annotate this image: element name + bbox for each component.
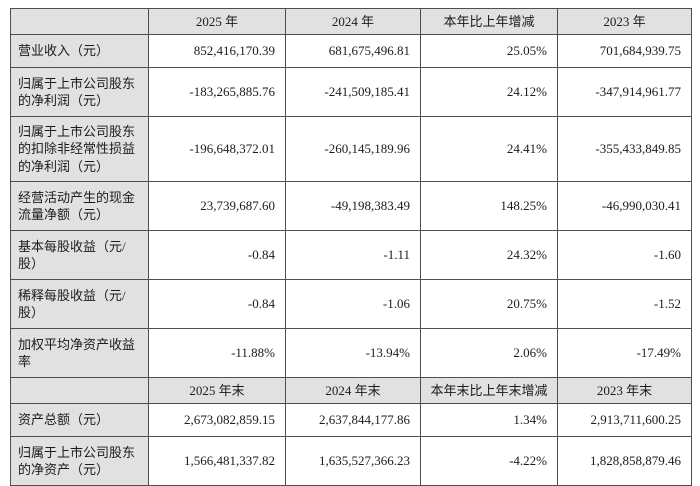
value-2024-end: 2,637,844,177.86 [285,403,421,437]
value-2025-end: 2,673,082,859.15 [148,403,286,437]
col-header-yoy-change: 本年比上年增减 [420,8,558,35]
corner-cell [10,377,149,404]
value-2023: -347,914,961.77 [557,67,692,117]
value-2023: -1.60 [557,230,692,280]
table-row-net-assets: 归属于上市公司股东的净资产（元） 1,566,481,337.82 1,635,… [10,436,692,486]
value-2024: -1.11 [285,230,421,280]
key-accounting-data-table: 2025 年 2024 年 本年比上年增减 2023 年 营业收入（元） 852… [10,8,692,486]
value-2025: 23,739,687.60 [148,181,286,231]
value-yoy: 2.06% [420,328,558,378]
table-row-net-profit-excl-nonrecurring: 归属于上市公司股东的扣除非经常性损益的净利润（元） -196,648,372.0… [10,116,692,182]
metric-label: 经营活动产生的现金流量净额（元） [10,181,149,231]
table-row-net-profit: 归属于上市公司股东的净利润（元） -183,265,885.76 -241,50… [10,67,692,117]
col-header-2024-end: 2024 年末 [285,377,421,404]
value-2023-end: 2,913,711,600.25 [557,403,692,437]
col-header-2023-end: 2023 年末 [557,377,692,404]
value-2023-end: 1,828,858,879.46 [557,436,692,486]
value-2024-end: 1,635,527,366.23 [285,436,421,486]
col-header-2025-end: 2025 年末 [148,377,286,404]
table-row-diluted-eps: 稀释每股收益（元/股） -0.84 -1.06 20.75% -1.52 [10,279,692,329]
table-row-operating-cash-flow: 经营活动产生的现金流量净额（元） 23,739,687.60 -49,198,3… [10,181,692,231]
metric-label: 加权平均净资产收益率 [10,328,149,378]
value-2024: -13.94% [285,328,421,378]
value-yoy: 24.32% [420,230,558,280]
metric-label: 归属于上市公司股东的净资产（元） [10,436,149,486]
col-header-2023: 2023 年 [557,8,692,35]
table-row-weighted-avg-roe: 加权平均净资产收益率 -11.88% -13.94% 2.06% -17.49% [10,328,692,378]
value-yoy: 25.05% [420,34,558,68]
value-yoy: 24.41% [420,116,558,182]
value-2025: -0.84 [148,279,286,329]
col-header-2025: 2025 年 [148,8,286,35]
value-2024: -1.06 [285,279,421,329]
metric-label: 归属于上市公司股东的扣除非经常性损益的净利润（元） [10,116,149,182]
table-row-revenue: 营业收入（元） 852,416,170.39 681,675,496.81 25… [10,34,692,68]
metric-label: 稀释每股收益（元/股） [10,279,149,329]
table-row-basic-eps: 基本每股收益（元/股） -0.84 -1.11 24.32% -1.60 [10,230,692,280]
value-2025-end: 1,566,481,337.82 [148,436,286,486]
col-header-end-yoy-change: 本年末比上年末增减 [420,377,558,404]
value-2025: 852,416,170.39 [148,34,286,68]
value-2023: -1.52 [557,279,692,329]
value-2023: -17.49% [557,328,692,378]
value-2024: -49,198,383.49 [285,181,421,231]
value-2024: -241,509,185.41 [285,67,421,117]
value-2023: 701,684,939.75 [557,34,692,68]
header-row-annual: 2025 年 2024 年 本年比上年增减 2023 年 [10,8,692,35]
value-2024: -260,145,189.96 [285,116,421,182]
value-2024: 681,675,496.81 [285,34,421,68]
value-yoy: 24.12% [420,67,558,117]
value-2025: -11.88% [148,328,286,378]
value-2023: -355,433,849.85 [557,116,692,182]
value-yoy: 20.75% [420,279,558,329]
metric-label: 营业收入（元） [10,34,149,68]
financial-summary-table-wrap: 2025 年 2024 年 本年比上年增减 2023 年 营业收入（元） 852… [10,8,692,486]
metric-label: 归属于上市公司股东的净利润（元） [10,67,149,117]
header-row-period-end: 2025 年末 2024 年末 本年末比上年末增减 2023 年末 [10,377,692,404]
col-header-2024: 2024 年 [285,8,421,35]
metric-label: 基本每股收益（元/股） [10,230,149,280]
value-2023: -46,990,030.41 [557,181,692,231]
value-end-yoy: -4.22% [420,436,558,486]
corner-cell [10,8,149,35]
value-end-yoy: 1.34% [420,403,558,437]
metric-label: 资产总额（元） [10,403,149,437]
value-yoy: 148.25% [420,181,558,231]
value-2025: -183,265,885.76 [148,67,286,117]
value-2025: -196,648,372.01 [148,116,286,182]
value-2025: -0.84 [148,230,286,280]
table-row-total-assets: 资产总额（元） 2,673,082,859.15 2,637,844,177.8… [10,403,692,437]
